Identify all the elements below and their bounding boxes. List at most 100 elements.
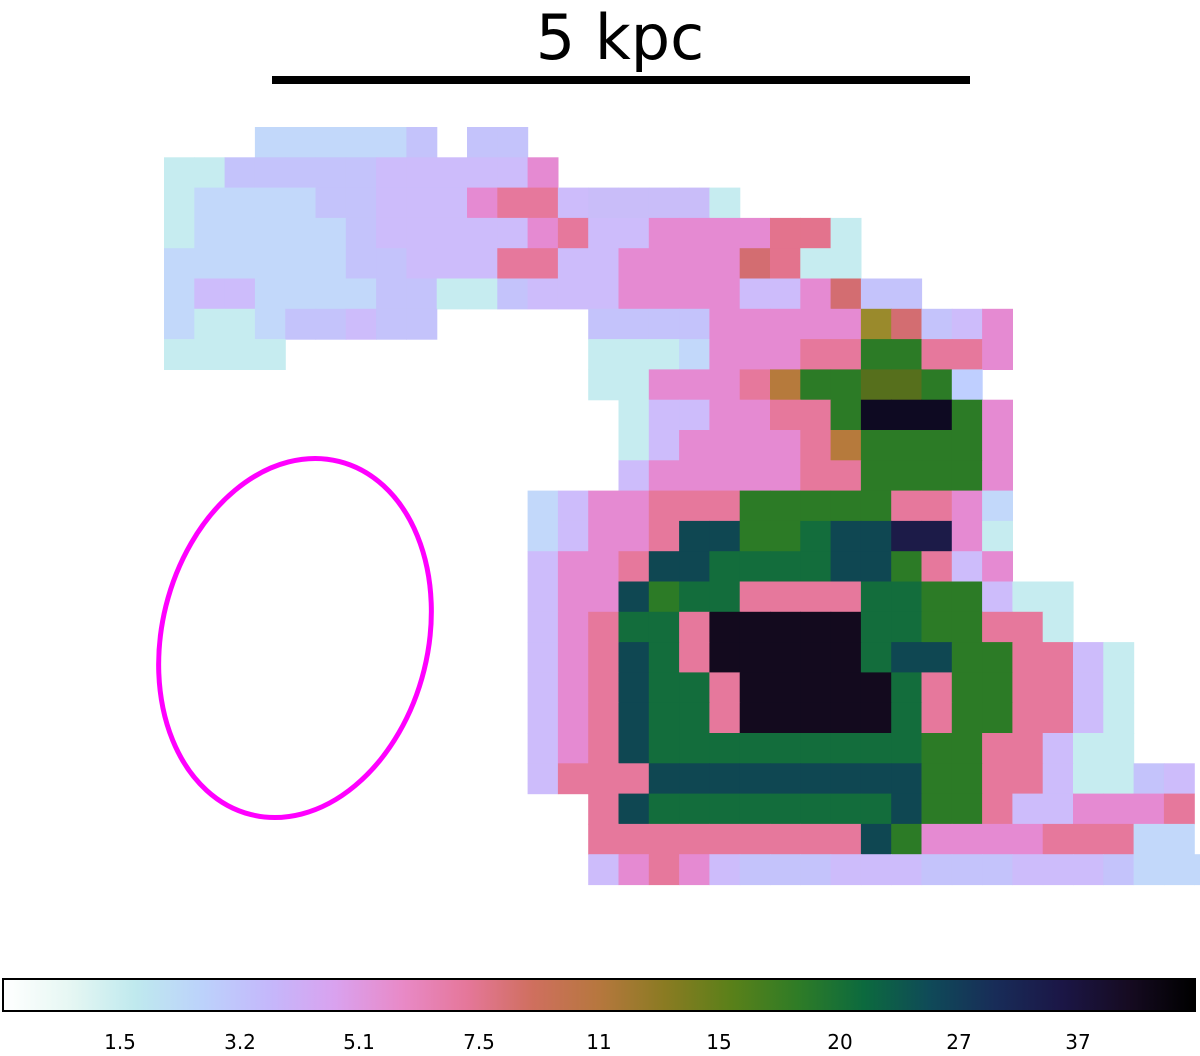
map-cell [830,642,862,673]
map-cell [800,642,832,673]
map-cell [770,672,801,704]
map-cell [921,399,953,431]
map-cell [709,672,741,704]
map-cell [194,278,226,310]
map-cell [254,127,286,158]
map-cell [800,854,832,886]
map-cell [527,581,559,613]
map-cell [800,308,832,340]
colorbar-tick-label: 11 [586,1030,612,1054]
map-cell [770,217,801,249]
map-cell [648,430,680,461]
map-cell [1042,793,1074,825]
map-cell [315,127,347,158]
map-cell [951,430,983,461]
map-cell [588,551,620,583]
map-cell [588,520,620,552]
map-cell [709,520,741,552]
map-cell [648,308,680,340]
colorbar-tick-label: 27 [946,1030,972,1054]
map-cell [709,399,741,431]
map-cell [891,854,923,886]
map-cell [648,823,680,855]
map-cell [436,157,468,189]
map-cell [921,793,953,825]
map-cell [709,339,741,370]
map-cell [1073,702,1104,734]
map-cell [800,672,832,704]
map-cell [679,369,710,401]
map-cell [527,217,559,249]
map-cell [679,733,710,764]
map-cell [1012,763,1044,795]
map-cell [406,248,438,280]
map-cell [982,823,1013,855]
map-cell [891,369,923,401]
map-cell [285,308,317,340]
map-cell [315,248,347,280]
map-cell [557,702,589,734]
map-cell [860,278,892,310]
map-cell [1133,793,1165,825]
map-cell [618,733,650,764]
map-cell [1012,581,1044,613]
map-cell [679,490,710,522]
map-cell [527,157,559,189]
map-cell [1073,672,1104,704]
map-cell [739,308,771,340]
map-cell [194,248,226,280]
colorbar-tick-label: 1.5 [104,1030,136,1054]
map-cell [951,581,983,613]
map-cell [709,217,741,249]
map-cell [527,490,559,522]
map-cell [860,763,892,795]
map-cell [345,248,377,280]
map-cell [891,308,923,340]
map-cell [1042,733,1074,764]
map-cell [860,339,892,370]
map-cell [376,157,407,189]
map-cell [830,460,862,492]
map-cell [739,339,771,370]
map-cell [618,308,650,340]
map-cell [982,460,1013,492]
map-cell [406,157,438,189]
map-cell [951,460,983,492]
map-cell [557,248,589,280]
map-cell [830,793,862,825]
map-cell [254,339,286,370]
map-cell [648,248,680,280]
map-cell [830,854,862,886]
map-cell [951,308,983,340]
map-cell [770,702,801,734]
map-cell [800,248,832,280]
map-cell [800,339,832,370]
map-cell [982,308,1013,340]
map-cell [1133,823,1165,855]
map-cell [376,308,407,340]
map-cell [224,157,256,189]
map-cell [891,642,923,673]
map-cell [1103,823,1135,855]
map-cell [588,854,620,886]
map-cell [194,187,226,219]
map-cell [1042,672,1074,704]
map-cell [800,551,832,583]
map-cell [739,460,771,492]
map-cell [1194,854,1200,886]
map-cell [527,187,559,219]
map-cell [618,642,650,673]
map-cell [1103,672,1135,704]
map-cell [921,763,953,795]
map-cell [891,581,923,613]
map-cell [951,339,983,370]
map-cell [588,672,620,704]
map-cell [1042,823,1074,855]
map-cell [679,551,710,583]
map-cell [1073,793,1104,825]
map-cell [951,490,983,522]
map-cell [951,369,983,401]
map-cell [679,430,710,461]
map-cell [648,339,680,370]
map-cell [557,520,589,552]
